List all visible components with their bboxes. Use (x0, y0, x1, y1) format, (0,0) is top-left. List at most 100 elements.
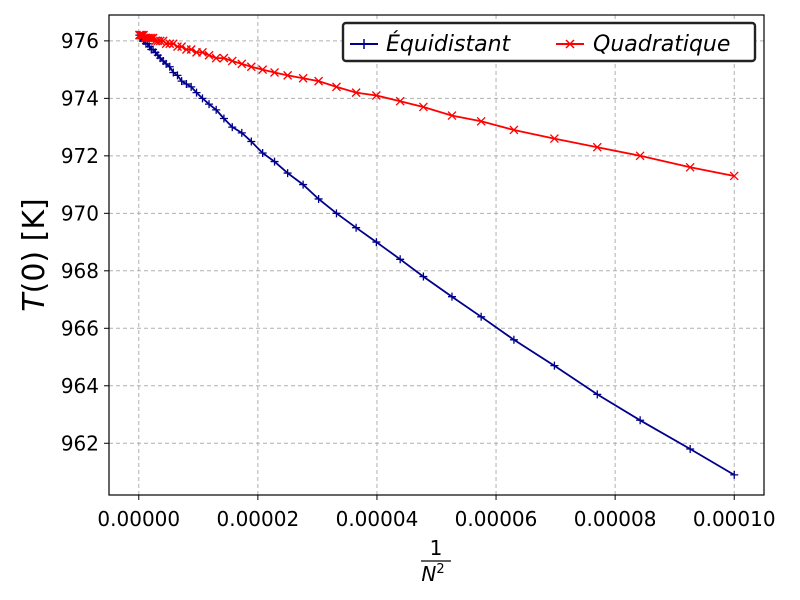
data-point-equidistant (219, 114, 228, 123)
y-tick-label: 972 (61, 144, 99, 168)
x-tick-label: 0.00006 (455, 507, 538, 531)
data-point-equidistant (419, 272, 428, 281)
data-point-equidistant (686, 445, 695, 454)
data-point-quadratique (165, 39, 175, 49)
data-point-quadratique (509, 125, 519, 135)
data-point-quadratique (332, 82, 341, 92)
legend-label-quadratique: Quadratique (593, 32, 730, 57)
x-tick-label: 0.00000 (97, 507, 180, 531)
svg-text:N2: N2 (421, 562, 444, 586)
data-point-quadratique (181, 45, 191, 54)
data-point-equidistant (258, 148, 267, 157)
data-point-equidistant (198, 94, 207, 103)
data-point-quadratique (592, 142, 602, 152)
x-tick-label: 0.00010 (693, 507, 776, 531)
x-tick-label: 0.00004 (336, 507, 419, 531)
data-point-quadratique (270, 68, 279, 77)
data-point-equidistant (212, 105, 221, 114)
data-point-equidistant (396, 255, 405, 264)
data-point-equidistant (247, 137, 256, 146)
data-point-quadratique (729, 171, 739, 181)
data-point-quadratique (139, 30, 148, 40)
data-point-equidistant (182, 79, 191, 88)
data-point-quadratique (211, 53, 221, 63)
plot-frame (108, 14, 765, 496)
data-point-equidistant (372, 238, 381, 247)
data-point-equidistant (314, 194, 323, 203)
data-point-equidistant (447, 292, 456, 301)
data-point-quadratique (258, 65, 268, 75)
data-point-quadratique (395, 96, 405, 106)
data-point-quadratique (204, 50, 214, 60)
y-tick-label: 966 (61, 316, 99, 340)
data-point-equidistant (509, 335, 518, 344)
data-point-equidistant (169, 68, 178, 77)
x-axis-label-numerator: 1 (430, 536, 443, 560)
data-point-equidistant (173, 71, 182, 80)
data-point-quadratique (136, 30, 146, 40)
data-point-quadratique (549, 134, 559, 144)
x-tick-label: 0.00008 (574, 507, 657, 531)
y-tick-label: 970 (61, 201, 99, 225)
data-point-quadratique (173, 42, 182, 52)
y-axis-label-symbol: T (17, 291, 52, 312)
data-point-quadratique (246, 62, 256, 72)
y-tick-label: 962 (61, 431, 99, 455)
data-point-equidistant (228, 123, 237, 132)
data-point-quadratique (153, 36, 163, 46)
data-point-equidistant (177, 77, 186, 86)
y-axis-label-rest: (0) [K] (17, 198, 52, 293)
data-point-quadratique (685, 162, 695, 172)
legend-frame (341, 21, 757, 63)
data-point-equidistant (593, 390, 602, 399)
x-axis-label: 1 N2 (421, 536, 451, 586)
x-axis-label-denominator: N (421, 562, 436, 586)
data-point-quadratique (237, 59, 247, 69)
data-point-quadratique (134, 30, 144, 40)
data-point-equidistant (730, 470, 739, 479)
legend: Équidistant Quadratique (341, 21, 757, 63)
data-point-equidistant (270, 157, 279, 166)
data-point-quadratique (351, 88, 361, 98)
data-point-quadratique (283, 70, 293, 80)
data-point-quadratique (227, 56, 237, 66)
y-tick-label: 968 (61, 259, 99, 283)
data-point-equidistant (636, 416, 645, 425)
data-point-quadratique (143, 33, 153, 43)
y-tick-label: 974 (61, 86, 99, 110)
axis-ticks: 0.00000 0.00002 0.00004 0.00006 0.00008 0.000… (61, 29, 776, 531)
y-tick-label: 976 (61, 29, 99, 53)
data-point-equidistant (550, 361, 559, 370)
data-point-equidistant (332, 209, 341, 218)
data-point-quadratique (192, 47, 201, 57)
data-point-quadratique (371, 91, 381, 100)
data-point-quadratique (177, 42, 187, 52)
data-point-equidistant (237, 128, 246, 137)
legend-marker-quadratique (565, 39, 575, 49)
data-point-quadratique (476, 116, 486, 126)
grid (109, 15, 764, 495)
data-point-equidistant (283, 169, 292, 178)
data-point-quadratique (298, 73, 308, 83)
x-tick-label: 0.00002 (217, 507, 300, 531)
series-layer (134, 30, 739, 479)
data-point-quadratique (635, 151, 645, 161)
data-point-equidistant (299, 180, 308, 189)
data-point-quadratique (137, 30, 147, 40)
data-point-quadratique (447, 111, 457, 121)
x-axis-label-exponent: 2 (436, 562, 444, 577)
data-point-equidistant (352, 223, 361, 232)
legend-marker-equidistant (359, 39, 369, 49)
data-point-equidistant (205, 100, 214, 109)
data-point-quadratique (418, 102, 428, 112)
data-point-equidistant (477, 312, 486, 321)
y-tick-label: 964 (61, 374, 99, 398)
data-point-equidistant (187, 82, 196, 91)
legend-label-equidistant: Équidistant (386, 31, 512, 57)
data-point-quadratique (314, 76, 324, 86)
y-axis-label: T(0) [K] (17, 198, 52, 311)
series-line-equidistant (138, 34, 735, 476)
data-point-quadratique (168, 39, 178, 49)
data-point-equidistant (192, 88, 201, 97)
